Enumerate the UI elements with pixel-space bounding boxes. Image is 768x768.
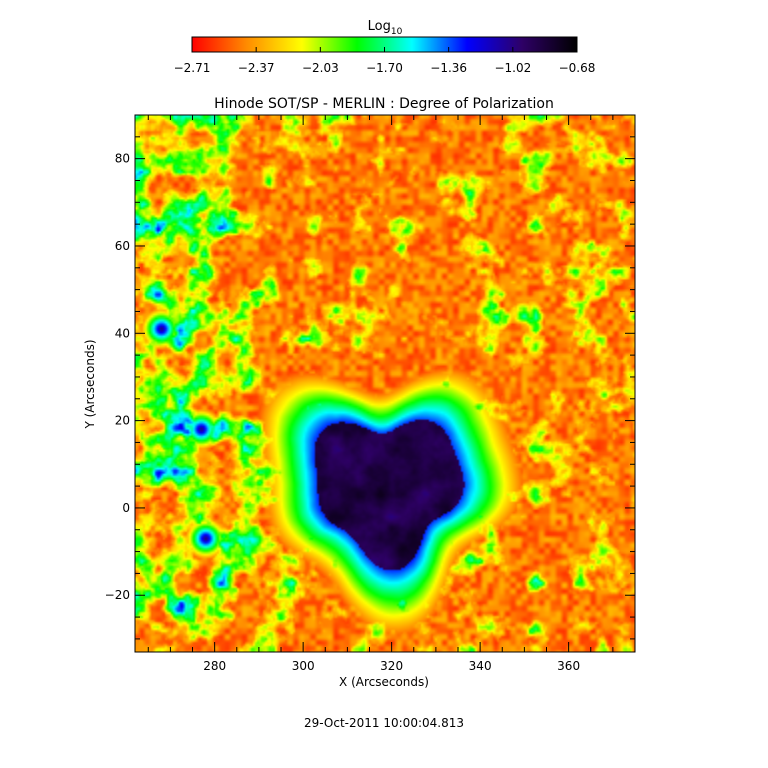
x-tick-label: 320 (380, 659, 403, 673)
chart-title: Hinode SOT/SP - MERLIN : Degree of Polar… (214, 96, 554, 112)
plot-frame (134, 114, 636, 653)
plot-area: 280 300 320 340 360 −20 0 20 40 60 80 (105, 114, 636, 673)
y-tick-label: 60 (115, 239, 130, 253)
y-tick-label: 0 (122, 501, 130, 515)
colorbar-tick-label: −0.68 (559, 61, 596, 75)
colorbar-ticks: −2.71 −2.37 −2.03 −1.70 −1.36 −1.02 −0.68 (174, 47, 596, 75)
x-axis: 280 300 320 340 360 (147, 115, 636, 673)
y-tick-label: 80 (115, 152, 130, 166)
colorbar-tick-label: −1.70 (366, 61, 403, 75)
colorbar-tick-label: −2.03 (302, 61, 339, 75)
colorbar-tick-label: −2.71 (174, 61, 211, 75)
timestamp: 29-Oct-2011 10:00:04.813 (304, 716, 464, 730)
x-axis-label: X (Arcseconds) (339, 675, 429, 689)
colorbar: Log10 −2.71 −2.37 −2.03 −1.70 −1.36 −1.02 −0.6… (174, 19, 596, 75)
colorbar-label-main: Log (368, 19, 391, 34)
x-tick-label: 340 (469, 659, 492, 673)
y-axis-label: Y (Arcseconds) (83, 339, 97, 429)
y-tick-label: 40 (115, 326, 130, 340)
x-tick-label: 360 (557, 659, 580, 673)
colorbar-tick-label: −1.02 (494, 61, 531, 75)
y-tick-label: −20 (105, 588, 130, 602)
heatmap-image (135, 115, 635, 652)
colorbar-tick-label: −2.37 (238, 61, 275, 75)
x-tick-label: 280 (203, 659, 226, 673)
y-axis: −20 0 20 40 60 80 (105, 114, 635, 640)
colorbar-label-sub: 10 (391, 27, 403, 37)
colorbar-tick-label: −1.36 (430, 61, 467, 75)
y-tick-label: 20 (115, 414, 130, 428)
x-tick-label: 300 (292, 659, 315, 673)
colorbar-label: Log10 (368, 19, 403, 37)
